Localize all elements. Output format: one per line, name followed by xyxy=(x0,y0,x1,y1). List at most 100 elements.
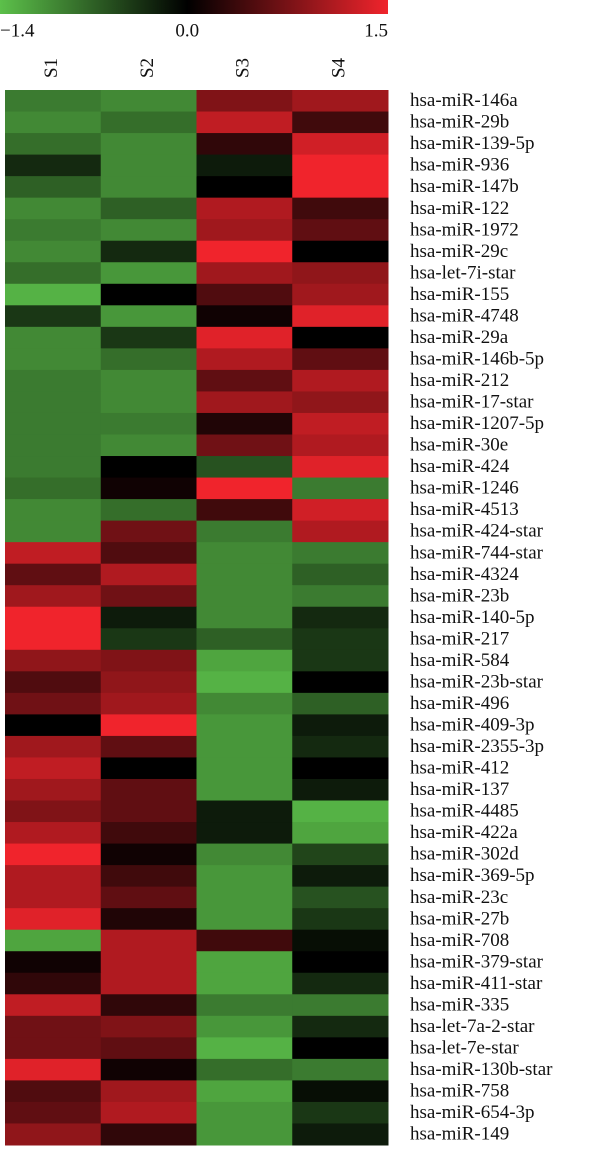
row-label: hsa-miR-302d xyxy=(410,844,519,865)
row-label: hsa-miR-2355-3p xyxy=(410,736,544,757)
heatmap-cell xyxy=(196,972,293,995)
heatmap-cell xyxy=(100,412,197,435)
heatmap-cell xyxy=(196,219,293,242)
heatmap-cell xyxy=(292,305,389,328)
heatmap-cell xyxy=(100,757,197,780)
heatmap-cell xyxy=(100,585,197,608)
row-label: hsa-miR-744-star xyxy=(410,542,544,563)
heatmap-cell xyxy=(292,1037,389,1060)
heatmap-cell xyxy=(5,671,102,694)
heatmap-cell xyxy=(100,154,197,177)
heatmap-cell xyxy=(5,585,102,608)
heatmap-cell xyxy=(5,1123,102,1146)
heatmap-cell xyxy=(5,197,102,220)
heatmap-cell xyxy=(5,822,102,845)
heatmap-cell xyxy=(100,1058,197,1081)
heatmap-cell xyxy=(5,1101,102,1124)
heatmap-cell xyxy=(100,477,197,500)
heatmap-cell xyxy=(100,1080,197,1103)
row-label: hsa-miR-29b xyxy=(410,112,509,133)
heatmap-cell xyxy=(5,133,102,156)
heatmap-cell xyxy=(5,994,102,1017)
color-tick-label: 0.0 xyxy=(175,20,199,41)
heatmap-cell xyxy=(5,369,102,392)
heatmap-cell xyxy=(100,262,197,285)
heatmap-cell xyxy=(292,391,389,414)
heatmap-cell xyxy=(100,542,197,565)
heatmap-cell xyxy=(292,822,389,845)
row-label: hsa-miR-140-5p xyxy=(410,607,535,628)
row-label: hsa-miR-335 xyxy=(410,994,509,1015)
heatmap-cell xyxy=(100,563,197,586)
heatmap-cell xyxy=(196,111,293,134)
row-label: hsa-miR-212 xyxy=(410,370,509,391)
heatmap-cell xyxy=(5,778,102,802)
heatmap-cell xyxy=(196,477,293,500)
heatmap-cell xyxy=(292,111,389,134)
heatmap-cell xyxy=(5,972,102,995)
heatmap-cell xyxy=(196,822,293,845)
heatmap-cell xyxy=(5,240,102,263)
heatmap-cell xyxy=(100,111,197,134)
heatmap-cell xyxy=(292,197,389,220)
heatmap-cell xyxy=(292,326,389,349)
heatmap-cell xyxy=(196,865,293,888)
heatmap-cell xyxy=(196,908,293,931)
heatmap-cell xyxy=(196,1037,293,1060)
column-label: S2 xyxy=(137,58,158,78)
heatmap-cell xyxy=(292,929,389,952)
heatmap-cell xyxy=(5,90,102,113)
heatmap-cell xyxy=(5,520,102,543)
heatmap-cell xyxy=(196,176,293,199)
heatmap-cell xyxy=(5,391,102,414)
heatmap-cell xyxy=(196,283,293,306)
heatmap-cell xyxy=(196,563,293,586)
heatmap-cell xyxy=(292,1015,389,1038)
heatmap-cell xyxy=(196,391,293,414)
heatmap-cell xyxy=(292,1058,389,1081)
row-label: hsa-miR-139-5p xyxy=(410,133,535,154)
heatmap-cell xyxy=(292,348,389,371)
heatmap-cell xyxy=(292,176,389,199)
heatmap-cell xyxy=(196,154,293,177)
heatmap-cell xyxy=(5,714,102,737)
heatmap-cell xyxy=(196,262,293,285)
heatmap-cell xyxy=(5,326,102,349)
heatmap-cell xyxy=(292,778,389,802)
heatmap-cell xyxy=(100,951,197,974)
heatmap-cell xyxy=(196,886,293,909)
row-label: hsa-miR-1207-5p xyxy=(410,413,544,434)
color-tick-label: −1.4 xyxy=(0,20,35,41)
heatmap-cell xyxy=(292,865,389,888)
heatmap-cell xyxy=(292,671,389,694)
heatmap-cell xyxy=(292,994,389,1017)
heatmap-cell xyxy=(5,735,102,758)
heatmap-cell xyxy=(100,994,197,1017)
heatmap-cell xyxy=(196,951,293,974)
heatmap-cell xyxy=(196,133,293,156)
heatmap-cell xyxy=(196,929,293,952)
heatmap-cell xyxy=(196,456,293,479)
heatmap-cell xyxy=(100,520,197,543)
heatmap-cell xyxy=(292,240,389,263)
heatmap-cell xyxy=(292,456,389,479)
heatmap-cell xyxy=(100,1015,197,1038)
heatmap-cell xyxy=(292,499,389,522)
heatmap-cell xyxy=(5,412,102,435)
heatmap-cell xyxy=(196,240,293,263)
heatmap-cell xyxy=(100,434,197,457)
heatmap-cell xyxy=(100,369,197,392)
heatmap-cell xyxy=(100,240,197,263)
heatmap-cell xyxy=(292,757,389,780)
heatmap-cell xyxy=(5,951,102,974)
row-label: hsa-miR-23b xyxy=(410,585,509,606)
heatmap-cell xyxy=(196,197,293,220)
row-label: hsa-miR-155 xyxy=(410,284,509,305)
heatmap-cell xyxy=(5,692,102,715)
heatmap-cell xyxy=(292,585,389,608)
heatmap-cell xyxy=(100,843,197,866)
heatmap-cell xyxy=(196,585,293,608)
heatmap-cell xyxy=(196,1080,293,1103)
row-label: hsa-miR-17-star xyxy=(410,392,534,413)
